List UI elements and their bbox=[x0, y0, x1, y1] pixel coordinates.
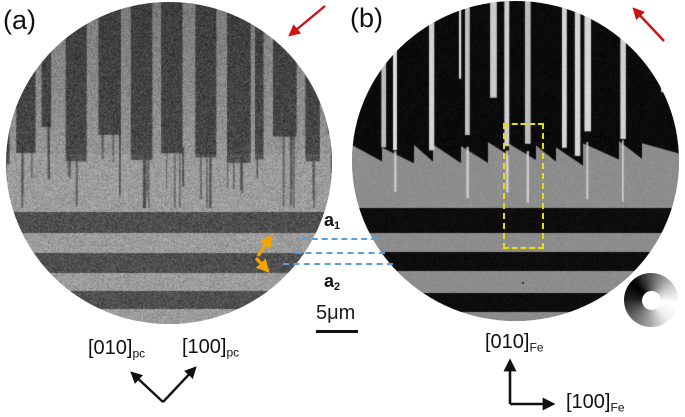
a2-label: a2 bbox=[324, 271, 340, 293]
axis-arrow-100pc bbox=[162, 366, 197, 403]
axis-label-010fe: [010]Fe bbox=[485, 331, 544, 355]
micrograph-b bbox=[352, 1, 679, 321]
axis-010fe-sub: Fe bbox=[529, 340, 544, 355]
micrograph-a-image bbox=[6, 2, 332, 324]
axis-label-100fe: [100]Fe bbox=[566, 391, 625, 415]
axis-100pc-sub: pc bbox=[226, 345, 240, 360]
red-arrow-panel-a bbox=[288, 5, 326, 37]
a1-base: a bbox=[324, 210, 335, 230]
a2-subscript: 2 bbox=[334, 281, 341, 294]
a1-label: a1 bbox=[324, 210, 340, 232]
scalebar-label: 5μm bbox=[316, 302, 356, 324]
axis-100fe-main: [100] bbox=[566, 391, 611, 413]
axis-100pc-main: [100] bbox=[182, 336, 227, 358]
axis-010fe-main: [010] bbox=[485, 331, 530, 353]
match-line-3 bbox=[283, 263, 393, 265]
micrograph-b-image bbox=[352, 1, 679, 321]
match-line-1 bbox=[302, 238, 377, 240]
roi-dashed-rectangle bbox=[503, 123, 544, 249]
scalebar-line bbox=[316, 330, 358, 333]
micrograph-a bbox=[6, 2, 332, 324]
red-arrow-panel-b bbox=[632, 7, 665, 42]
contrast-wheel-icon bbox=[624, 273, 678, 327]
axis-label-010pc: [010]pc bbox=[88, 337, 145, 361]
axis-label-100pc: [100]pc bbox=[182, 336, 239, 360]
axis-010pc-main: [010] bbox=[88, 337, 133, 359]
a2-base: a bbox=[324, 271, 335, 291]
panel-a-label: (a) bbox=[3, 5, 36, 35]
axis-010pc-sub: pc bbox=[132, 346, 146, 361]
axis-arrow-010pc bbox=[130, 371, 164, 403]
a1-subscript: 1 bbox=[334, 220, 341, 233]
axis-100fe-sub: Fe bbox=[610, 400, 625, 415]
match-line-2 bbox=[295, 252, 385, 254]
panel-b-label: (b) bbox=[350, 3, 383, 33]
contrast-wheel-hole bbox=[641, 290, 661, 310]
